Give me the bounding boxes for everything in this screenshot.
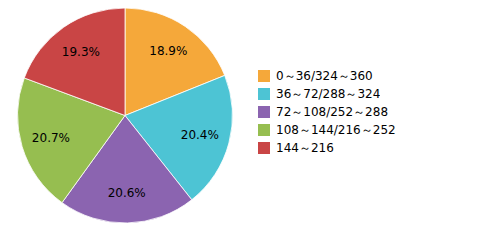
html-text:72～108/252～288: 72～108/252～288: [276, 104, 388, 119]
html-text:36～72/288～324: 36～72/288～324: [276, 86, 381, 101]
html-text:108～144/216～252: 108～144/216～252: [276, 122, 396, 137]
html-text:144～216: 144～216: [276, 140, 334, 155]
svg-text:19.3%: 19.3%: [62, 45, 100, 59]
svg-text:20.4%: 20.4%: [181, 128, 219, 142]
html-text:0～36/324～360: 0～36/324～360: [276, 68, 373, 83]
svg-text:20.6%: 20.6%: [108, 186, 146, 200]
svg-text:18.9%: 18.9%: [149, 44, 187, 58]
svg-text:20.7%: 20.7%: [32, 131, 70, 145]
